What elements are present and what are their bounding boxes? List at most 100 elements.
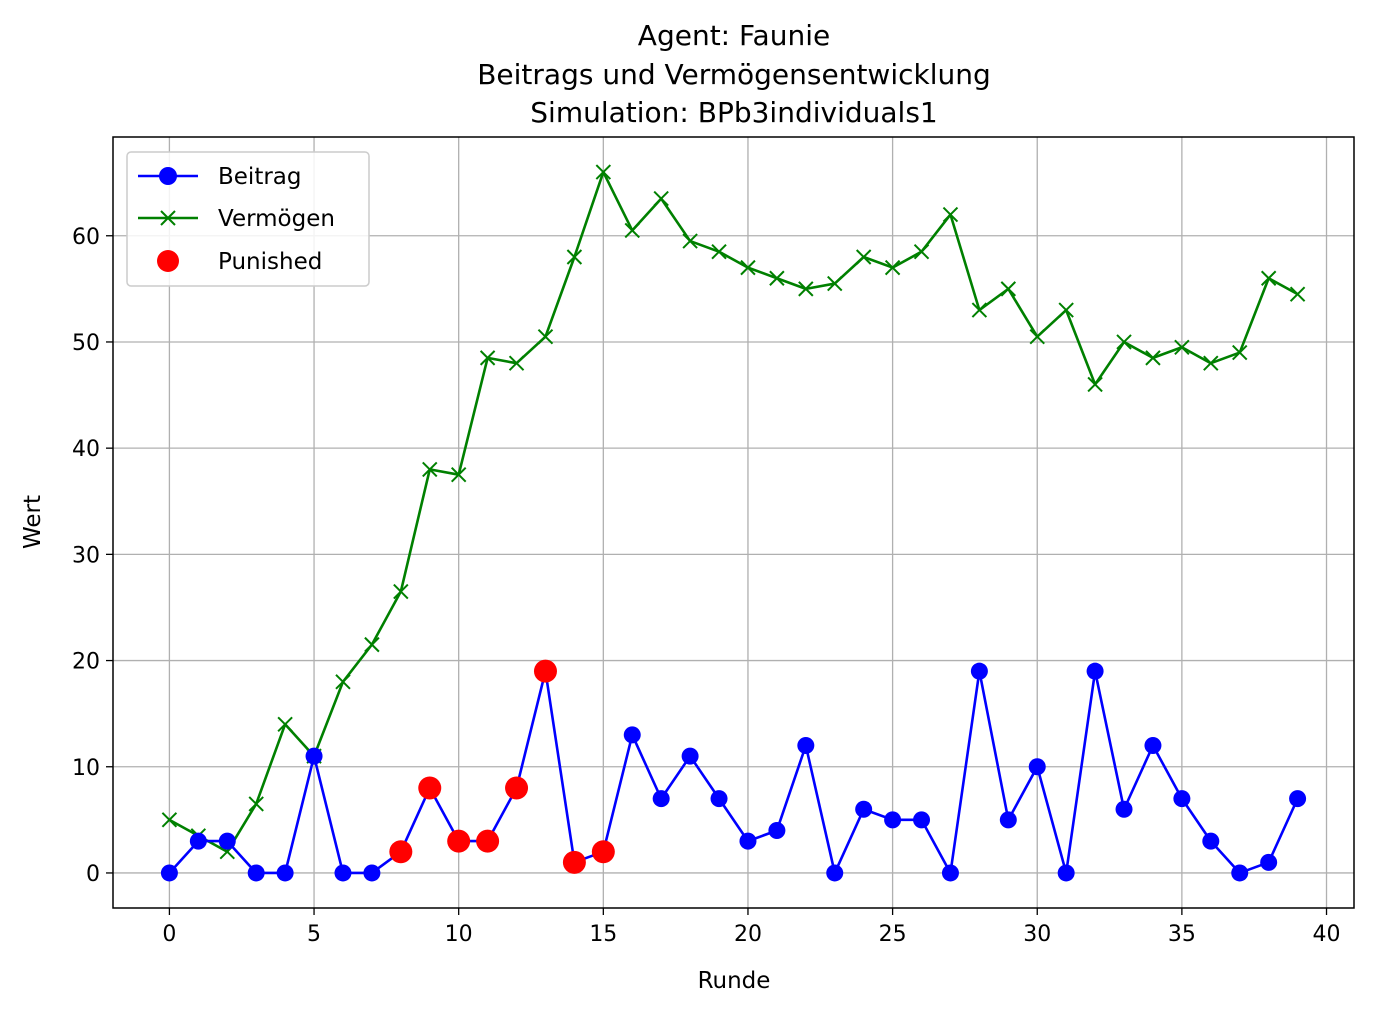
vermoegen-point bbox=[335, 674, 351, 690]
legend-marker-punished bbox=[157, 250, 179, 272]
y-axis-label: Wert bbox=[20, 495, 46, 549]
vermoegen-point bbox=[855, 249, 872, 265]
x-tick-label: 40 bbox=[1313, 922, 1341, 947]
vermoegen-point bbox=[277, 716, 293, 732]
y-tick-label: 30 bbox=[72, 543, 100, 568]
beitrag-point bbox=[999, 811, 1017, 829]
plot-frame bbox=[112, 136, 1355, 909]
vermoegen-point bbox=[1203, 355, 1219, 371]
vermoegen-point bbox=[653, 190, 669, 207]
x-tick-label: 10 bbox=[445, 922, 473, 947]
beitrag-point bbox=[1144, 737, 1162, 755]
vermoegen-point bbox=[537, 328, 554, 345]
beitrag-point bbox=[826, 864, 844, 882]
beitrag-point bbox=[739, 832, 757, 850]
punished-point bbox=[476, 829, 500, 853]
vermoegen-point bbox=[1289, 286, 1306, 302]
vermoegen-point bbox=[1000, 281, 1017, 297]
vermoegen-point bbox=[1116, 334, 1132, 350]
beitrag-point bbox=[363, 864, 381, 882]
beitrag-point bbox=[189, 832, 207, 850]
vermoegen-point bbox=[682, 233, 698, 249]
vermoegen-point bbox=[393, 583, 409, 600]
beitrag-point bbox=[334, 864, 352, 882]
legend: Beitrag Vermögen Punished bbox=[126, 151, 370, 287]
beitrag-point bbox=[768, 821, 786, 839]
vermoegen-point bbox=[798, 281, 814, 297]
punished-point bbox=[562, 850, 586, 874]
chart-title-line-1: Agent: Faunie bbox=[638, 19, 830, 52]
beitrag-point bbox=[1173, 790, 1191, 808]
legend-marker-beitrag bbox=[159, 167, 177, 185]
y-tick-label: 50 bbox=[72, 331, 100, 356]
beitrag-point bbox=[797, 737, 815, 755]
vermoegen-point bbox=[422, 461, 438, 478]
beitrag-point bbox=[1057, 864, 1075, 882]
vermoegen-point bbox=[1087, 376, 1103, 393]
vermoegen-point bbox=[1232, 344, 1248, 361]
beitrag-point bbox=[652, 790, 670, 808]
legend-marker-vermoegen bbox=[160, 210, 176, 226]
beitrag-point bbox=[218, 832, 236, 850]
beitrag-point bbox=[855, 800, 873, 818]
vermoegen-point bbox=[769, 270, 785, 286]
x-tick-label: 25 bbox=[879, 922, 907, 947]
legend-label-vermoegen: Vermögen bbox=[218, 206, 335, 232]
vermoegen-point bbox=[971, 302, 988, 318]
vermoegen-point bbox=[884, 259, 901, 276]
x-ticks: 0 5 10 15 20 25 30 35 40 bbox=[162, 908, 1341, 947]
punished-point bbox=[447, 829, 471, 853]
vermoegen-point bbox=[248, 796, 264, 812]
beitrag-point bbox=[970, 662, 988, 680]
vermoegen-point bbox=[479, 350, 496, 366]
x-axis-label: Runde bbox=[698, 968, 771, 994]
vermoegen-point bbox=[1029, 328, 1045, 345]
y-tick-label: 0 bbox=[86, 862, 100, 887]
x-tick-label: 15 bbox=[589, 922, 617, 947]
vermoegen-point bbox=[566, 249, 583, 265]
beitrag-point bbox=[1231, 864, 1249, 882]
y-ticks: 0 10 20 30 40 50 60 bbox=[72, 225, 113, 887]
beitrag-point bbox=[913, 811, 931, 829]
beitrag-point bbox=[941, 864, 959, 882]
vermoegen-point bbox=[161, 812, 178, 828]
chart-title-line-2: Beitrags und Vermögensentwicklung bbox=[477, 58, 991, 91]
series-layer bbox=[160, 164, 1307, 882]
beitrag-point bbox=[1202, 832, 1220, 850]
x-tick-label: 35 bbox=[1168, 922, 1196, 947]
y-tick-label: 40 bbox=[72, 437, 100, 462]
punished-point bbox=[505, 776, 529, 800]
vermoegen-point bbox=[1145, 350, 1161, 366]
vermoegen-point bbox=[1174, 339, 1190, 355]
vermoegen-point bbox=[450, 467, 467, 483]
beitrag-point bbox=[305, 747, 323, 765]
x-tick-label: 0 bbox=[162, 922, 176, 947]
beitrag-line bbox=[168, 669, 1299, 875]
chart-title-line-3: Simulation: BPb3individuals1 bbox=[530, 96, 937, 129]
punished-point bbox=[533, 659, 557, 683]
beitrag-point bbox=[884, 811, 902, 829]
vermoegen-point bbox=[508, 355, 525, 371]
beitrag-point bbox=[681, 747, 699, 765]
beitrag-point bbox=[623, 726, 641, 744]
vermoegen-point bbox=[711, 243, 727, 260]
y-tick-label: 20 bbox=[72, 650, 100, 675]
vermoegen-point bbox=[942, 206, 959, 223]
vermoegen-point bbox=[595, 164, 612, 180]
grid bbox=[113, 137, 1354, 908]
beitrag-point bbox=[710, 790, 728, 808]
series-punished bbox=[389, 659, 615, 874]
beitrag-point bbox=[276, 864, 294, 882]
beitrag-point bbox=[1260, 853, 1278, 871]
vermoegen-point bbox=[624, 222, 640, 239]
vermoegen-point bbox=[364, 636, 380, 653]
x-tick-label: 20 bbox=[734, 922, 762, 947]
x-tick-label: 30 bbox=[1023, 922, 1051, 947]
legend-box bbox=[126, 151, 370, 287]
x-tick-label: 5 bbox=[307, 922, 321, 947]
beitrag-point bbox=[1028, 758, 1046, 776]
beitrag-point bbox=[1115, 800, 1133, 818]
punished-point bbox=[389, 840, 413, 864]
vermoegen-point bbox=[827, 275, 843, 292]
